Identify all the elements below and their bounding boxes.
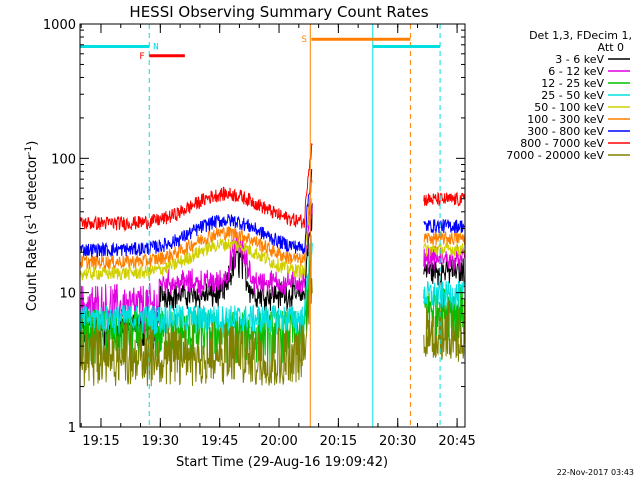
- series-line: [79, 179, 466, 270]
- legend-item-label: 25 - 50 keV: [541, 89, 604, 102]
- y-tick-label: 1: [68, 421, 76, 436]
- legend-header-line1: Det 1,3, FDecim 1,: [529, 29, 632, 42]
- x-tick-label: 19:15: [82, 434, 119, 449]
- x-tick-label: 19:30: [142, 434, 179, 449]
- legend-item-label: 50 - 100 keV: [534, 101, 604, 114]
- x-axis: 19:15 19:30 19:45 20:00 20:15 20:30 20:45: [80, 24, 476, 449]
- legend-header-line2: Att 0: [598, 41, 624, 54]
- legend-item-label: 800 - 7000 keV: [520, 137, 604, 150]
- legend-item-label: 12 - 25 keV: [541, 77, 604, 90]
- series-line: [79, 260, 466, 387]
- x-tick-label: 19:45: [201, 434, 238, 449]
- y-axis-label: Count Rate (s-1 detector-1): [24, 141, 40, 312]
- series-line: [80, 169, 465, 258]
- y-tick-label: 1000: [43, 18, 76, 33]
- legend-item-label: 7000 - 20000 keV: [506, 149, 604, 162]
- observing-flag-label: N: [153, 42, 158, 52]
- legend-item-label: 3 - 6 keV: [555, 53, 604, 66]
- generation-timestamp: 22-Nov-2017 03:43: [557, 468, 634, 477]
- x-tick-label: 20:00: [260, 434, 297, 449]
- series-line: [79, 197, 466, 281]
- plot-area: NF S 1 10 100 1000 19:15 19:30 19:45 20:00 20:15…: [43, 18, 476, 449]
- data-layer: [79, 143, 466, 387]
- x-tick-label: 20:30: [379, 434, 416, 449]
- x-tick-label: 20:15: [320, 434, 357, 449]
- legend-item-label: 300 - 800 keV: [527, 125, 604, 138]
- y-tick-label: 100: [51, 152, 76, 167]
- series-line: [79, 143, 466, 233]
- observing-flag-label: S: [301, 35, 306, 45]
- y-axis: 1 10 100 1000: [43, 18, 465, 436]
- observing-flag-label: F: [139, 52, 144, 62]
- chart-title: HESSI Observing Summary Count Rates: [129, 3, 428, 21]
- x-axis-label: Start Time (29-Aug-16 19:09:42): [176, 455, 388, 470]
- x-tick-label: 20:45: [438, 434, 475, 449]
- plot-frame: [79, 23, 466, 428]
- legend-item-label: 100 - 300 keV: [527, 113, 604, 126]
- series-line: [79, 234, 465, 335]
- y-tick-label: 10: [59, 287, 76, 302]
- legend-item-label: 6 - 12 keV: [548, 65, 604, 78]
